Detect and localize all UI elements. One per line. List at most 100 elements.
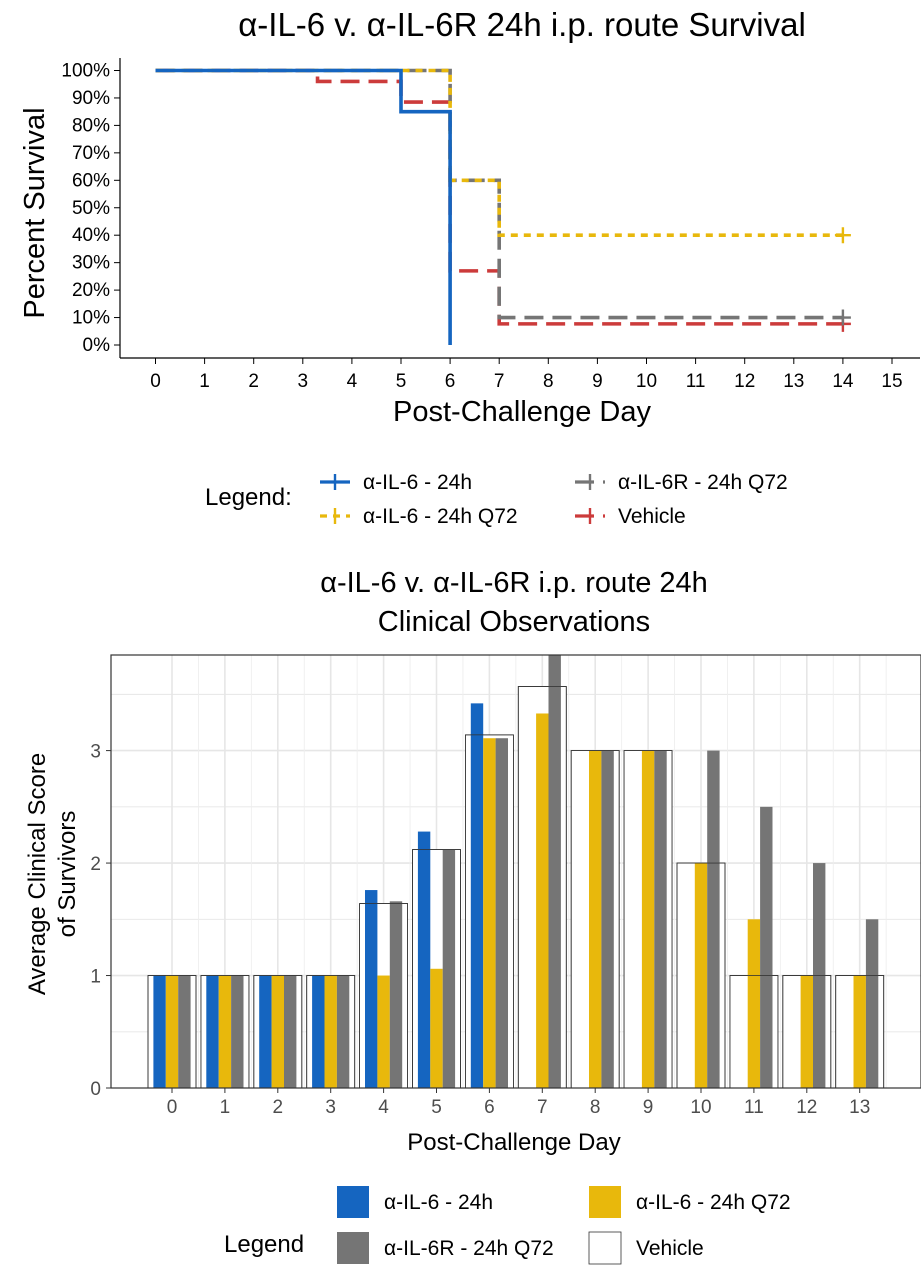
bar-il-6r-24h-q72-day-7 (548, 655, 561, 1088)
bar-il-6r-24h-q72-day-2 (284, 975, 297, 1088)
bar-il-6-24h-q72-day-6 (483, 738, 496, 1088)
survival-y-tick-label: 60% (72, 170, 110, 191)
clinical-x-tick-label: 9 (643, 1097, 654, 1118)
clinical-x-tick-label: 13 (849, 1097, 870, 1118)
bar-vehicle-day-1 (200, 975, 250, 1089)
bar-vehicle-outline-day-5 (412, 849, 461, 1089)
clinical-y-tick-label: 3 (90, 742, 101, 763)
clinical-x-tick-label: 11 (744, 1097, 764, 1118)
bar-il-6-24h-q72-day-7 (536, 713, 549, 1088)
survival-x-tick-label: 5 (396, 371, 407, 392)
bar-il-6-24h-day-1 (206, 975, 219, 1088)
survival-y-tick-label: 40% (72, 225, 110, 246)
clinical-chart-title-line2: Clinical Observations (378, 606, 650, 638)
survival-y-tick-label: 80% (72, 115, 110, 136)
bar-vehicle-outline-day-13 (835, 975, 885, 1089)
bar-il-6r-24h-q72-day-11 (760, 806, 773, 1088)
clinical-y-axis-label-line1: Average Clinical Score (24, 753, 51, 995)
legend-label-il-6-24h: α-IL-6 - 24h (363, 471, 472, 494)
survival-y-axis-label: Percent Survival (19, 107, 51, 318)
bar-il-6-24h-day-2 (259, 975, 272, 1088)
bar-vehicle-day-6 (464, 734, 514, 1089)
bar-vehicle-outline-day-0 (147, 975, 197, 1089)
bar-vehicle-outline-day-10 (676, 862, 726, 1089)
survival-x-tick-label: 11 (686, 371, 706, 392)
bar-il-6-24h-day-0 (153, 975, 166, 1088)
survival-x-tick-label: 7 (494, 371, 505, 392)
legend-label-vehicle: Vehicle (618, 505, 686, 528)
survival-line-il-6-24h-q72 (155, 68, 843, 237)
survival-legend: Legend: α-IL-6 - 24h α-IL-6 - 24h Q72 α-IL… (205, 471, 788, 528)
bar-vehicle-day-8 (570, 750, 620, 1089)
legend-label-vehicle: Vehicle (636, 1237, 704, 1260)
bar-il-6r-24h-q72-day-3 (336, 975, 350, 1088)
clinical-x-tick-label: 1 (220, 1097, 231, 1118)
clinical-x-tick-label: 5 (431, 1097, 442, 1118)
bar-vehicle-outline-day-7 (517, 686, 567, 1089)
clinical-y-tick-label: 2 (90, 854, 101, 875)
clinical-x-tick-label: 8 (590, 1097, 601, 1118)
survival-chart: α-IL-6 v. α-IL-6R 24h i.p. route Surviva… (19, 6, 920, 528)
bar-il-6r-24h-q72-day-5 (442, 849, 456, 1088)
bar-vehicle-day-13 (835, 975, 885, 1089)
survival-x-tick-label: 0 (150, 371, 161, 392)
clinical-x-tick-label: 7 (537, 1097, 548, 1118)
clinical-y-axis-label-line2: of Survivors (54, 811, 81, 938)
clinical-x-tick-label: 2 (273, 1097, 284, 1118)
bar-vehicle-day-7 (517, 686, 567, 1089)
survival-x-axis-label: Post-Challenge Day (393, 396, 651, 428)
bar-vehicle-day-4 (359, 903, 409, 1089)
bar-vehicle-day-9 (623, 750, 673, 1089)
survival-y-tick-label: 10% (72, 308, 110, 329)
survival-y-tick-label: 70% (72, 143, 110, 164)
survival-x-tick-label: 1 (199, 371, 210, 392)
legend-label-il-6r-24h-q72: α-IL-6R - 24h Q72 (384, 1237, 554, 1260)
bar-il-6-24h-day-5 (417, 831, 431, 1088)
legend-key-il-6r-24h-q72 (337, 1232, 369, 1264)
bar-vehicle-day-5 (412, 849, 461, 1089)
survival-y-tick-label: 50% (72, 198, 110, 219)
bar-vehicle-day-10 (676, 862, 726, 1089)
survival-x-tick-label: 4 (347, 371, 358, 392)
survival-x-tick-label: 10 (636, 371, 657, 392)
bar-il-6r-24h-q72-day-12 (813, 863, 826, 1088)
clinical-x-axis-label: Post-Challenge Day (407, 1129, 620, 1156)
bar-vehicle-outline-day-9 (623, 750, 673, 1089)
bar-il-6-24h-q72-day-3 (324, 975, 337, 1088)
clinical-bars (147, 655, 885, 1089)
legend-label-il-6-24h-q72: α-IL-6 - 24h Q72 (636, 1191, 791, 1214)
legend-key-vehicle (588, 1231, 622, 1265)
bar-vehicle-outline-day-8 (570, 750, 620, 1089)
clinical-x-tick-label: 0 (167, 1097, 178, 1118)
clinical-y-tick-label: 0 (90, 1079, 101, 1100)
legend-label-il-6-24h: α-IL-6 - 24h (384, 1191, 493, 1214)
legend-label-il-6r-24h-q72: α-IL-6R - 24h Q72 (618, 471, 788, 494)
clinical-x-tick-label: 4 (378, 1097, 389, 1118)
survival-y-tick-label: 20% (72, 280, 110, 301)
bar-il-6-24h-q72-day-8 (589, 750, 602, 1088)
bar-vehicle-outline-day-12 (782, 975, 832, 1089)
survival-x-tick-label: 15 (881, 371, 902, 392)
clinical-y-tick-label: 1 (90, 967, 101, 988)
bar-vehicle-outline-day-4 (359, 903, 409, 1089)
survival-legend-title: Legend: (205, 484, 292, 511)
bar-il-6-24h-q72-day-13 (853, 975, 866, 1088)
bar-vehicle-day-12 (782, 975, 832, 1089)
survival-x-tick-label: 3 (298, 371, 309, 392)
survival-lines (155, 68, 851, 345)
legend-key-il-6-24h (337, 1186, 369, 1218)
survival-censor-mark-il-6-24h-q72 (834, 227, 851, 244)
clinical-x-tick-label: 10 (690, 1097, 711, 1118)
survival-x-tick-label: 9 (592, 371, 603, 392)
survival-x-tick-label: 13 (783, 371, 804, 392)
bar-il-6-24h-q72-day-2 (271, 975, 284, 1088)
clinical-panel-border (110, 654, 921, 1089)
bar-il-6r-24h-q72-day-9 (654, 750, 667, 1088)
clinical-legend: Legend α-IL-6 - 24h α-IL-6R - 24h Q72 α-IL… (224, 1186, 791, 1265)
bar-il-6-24h-q72-day-12 (800, 975, 813, 1088)
survival-y-tick-label: 30% (72, 253, 110, 274)
bar-vehicle-outline-day-1 (200, 975, 250, 1089)
legend-key-il-6-24h-q72 (589, 1186, 621, 1218)
survival-censor-mark-il-6r-24h-q72 (834, 309, 851, 326)
